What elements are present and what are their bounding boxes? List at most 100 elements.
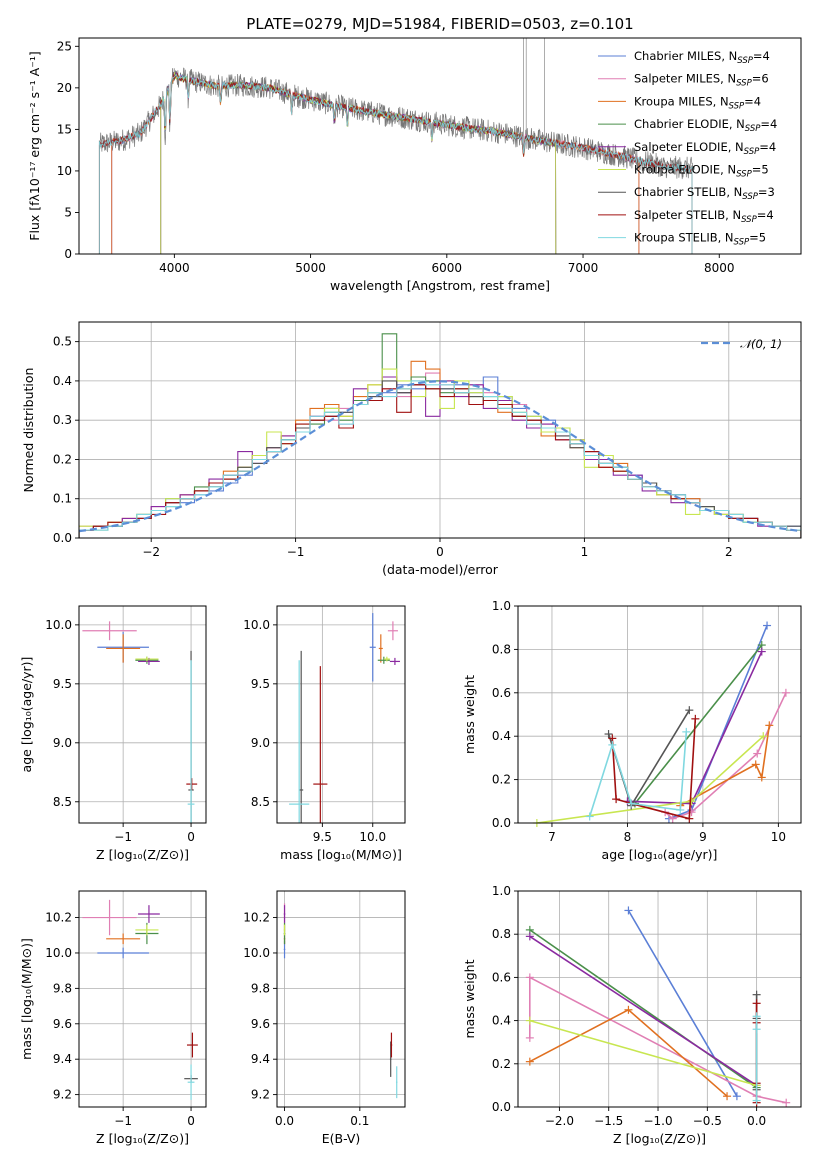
age_weight-marker-kroupa-elodie bbox=[687, 797, 696, 806]
z_weight-ytick-label: 1.0 bbox=[492, 884, 511, 898]
z_weight-frame bbox=[517, 890, 802, 1108]
z_mass-point-chabrier-miles bbox=[97, 947, 149, 959]
legend-label-salpeter-elodie: Salpeter ELODIE, NSSP=4 bbox=[634, 140, 776, 157]
ebv_mass-ytick-label: 9.4 bbox=[251, 1052, 270, 1066]
legend-label-chabrier-stelib: Chabrier STELIB, NSSP=3 bbox=[634, 185, 775, 202]
residuals-xtick-label: 1 bbox=[581, 545, 589, 559]
age_weight-line-chabrier-stelib bbox=[607, 709, 690, 808]
mass_age-xlabel: mass [log₁₀(M/M⊙)] bbox=[280, 847, 402, 862]
ebv_mass-xtick-label: 0.0 bbox=[275, 1114, 294, 1128]
residuals-axes: −2 −1 0 1 2 0.0 0.1 0.2 0.3 0.4 0.5 (data-model)/er… bbox=[21, 322, 801, 577]
z_weight-ytick-label: 0.6 bbox=[492, 970, 511, 984]
age_weight-ytick-label: 0.6 bbox=[492, 686, 511, 700]
ebv_mass-ytick-label: 10.0 bbox=[243, 946, 270, 960]
z_weight-marker-salpeter-stelib bbox=[752, 999, 761, 1008]
z_mass-point-salpeter-miles bbox=[82, 899, 137, 936]
legend-label-kroupa-stelib: Kroupa STELIB, NSSP=5 bbox=[634, 231, 766, 248]
mass_age-point-chabrier-stelib bbox=[299, 650, 304, 823]
z_weight-marker-chabrier-miles bbox=[624, 906, 633, 915]
z_mass-ytick-label: 9.8 bbox=[53, 981, 72, 995]
z_weight-xtick-label: −1.5 bbox=[594, 1114, 623, 1128]
ebv_mass-point-salpeter-stelib bbox=[390, 1032, 393, 1058]
age_weight-marker-kroupa-miles bbox=[757, 773, 766, 782]
model-line-kroupa-miles bbox=[111, 72, 640, 254]
age_weight-marker-kroupa-stelib bbox=[627, 799, 636, 808]
spectrum-legend: Chabrier MILES, NSSP=4 Salpeter MILES, NS… bbox=[598, 49, 777, 248]
legend-label-salpeter-miles: Salpeter MILES, NSSP=6 bbox=[634, 72, 769, 89]
age_weight-xtick-label: 10 bbox=[771, 830, 786, 844]
z_mass-ytick-label: 9.2 bbox=[53, 1088, 72, 1102]
age_weight-ytick-label: 1.0 bbox=[492, 599, 511, 613]
z_age-point-kroupa-stelib bbox=[187, 660, 195, 823]
mass_age-point-kroupa-elodie bbox=[383, 656, 390, 662]
z_weight-marker-kroupa-miles bbox=[624, 1005, 633, 1014]
residuals-xtick-label: −2 bbox=[142, 545, 160, 559]
z_age-ytick-label: 9.0 bbox=[53, 736, 72, 750]
legend-label-salpeter-stelib: Salpeter STELIB, NSSP=4 bbox=[634, 208, 774, 225]
mass_age-ytick-label: 9.5 bbox=[251, 677, 270, 691]
age_weight-xtick-label: 9 bbox=[699, 830, 707, 844]
age_weight-marker-salpeter-stelib bbox=[612, 795, 621, 804]
spectrum-xtick-label: 7000 bbox=[568, 261, 599, 275]
ebv_mass-ytick-label: 9.6 bbox=[251, 1017, 270, 1031]
z_mass-point-kroupa-miles bbox=[106, 933, 141, 945]
age_weight-marker-kroupa-stelib bbox=[608, 740, 617, 749]
age_weight-marker-chabrier-miles bbox=[763, 621, 772, 630]
mass_age-frame bbox=[276, 605, 406, 824]
z_weight-xtick-label: −0.5 bbox=[693, 1114, 722, 1128]
age_weight-marker-salpeter-miles bbox=[668, 814, 677, 823]
mass_age-point-chabrier-miles bbox=[369, 613, 376, 682]
z_weight-marker-salpeter-miles bbox=[782, 1098, 791, 1107]
z_weight-marker-salpeter-miles bbox=[525, 1033, 534, 1042]
age_weight-marker-salpeter-miles bbox=[781, 688, 790, 697]
histogram-salpeter-stelib bbox=[79, 384, 801, 538]
age_weight-line-salpeter-miles bbox=[664, 692, 787, 820]
spectrum-frame bbox=[78, 37, 802, 255]
z_age-point-kroupa-elodie bbox=[135, 656, 159, 662]
z_weight-marker-salpeter-miles bbox=[525, 973, 534, 982]
z_mass-point-salpeter-elodie bbox=[138, 905, 160, 923]
residuals-ytick-label: 0.4 bbox=[53, 374, 72, 388]
age_weight-line-chabrier-elodie bbox=[634, 644, 763, 804]
residuals-ytick-label: 0.0 bbox=[53, 531, 72, 545]
residuals-frame bbox=[78, 321, 802, 539]
z_weight-ytick-label: 0.4 bbox=[492, 1014, 511, 1028]
z_mass-ytick-label: 9.6 bbox=[53, 1017, 72, 1031]
spectrum-axes: 4000 5000 6000 7000 8000 0 5 10 15 20 25 wavelength… bbox=[27, 39, 735, 293]
residuals-ytick-label: 0.5 bbox=[53, 335, 72, 349]
ebv_mass-frame bbox=[276, 890, 406, 1108]
age_weight-xtick-label: 8 bbox=[624, 830, 632, 844]
z_weight-marker-chabrier-stelib bbox=[752, 990, 761, 999]
model-line-chabrier-miles bbox=[111, 73, 640, 254]
age_weight-ytick-label: 0.4 bbox=[492, 729, 511, 743]
z_age-xtick-label: 0 bbox=[187, 830, 195, 844]
mass_age-xtick-label: 10.0 bbox=[359, 830, 386, 844]
z_weight-line-salpeter-miles bbox=[528, 976, 787, 1104]
ebv_mass-point-chabrier-stelib bbox=[389, 1041, 392, 1077]
z_age-ytick-label: 10.0 bbox=[45, 618, 72, 632]
z_mass-ytick-label: 10.0 bbox=[45, 946, 72, 960]
legend-label-normal: 𝒩(0, 1) bbox=[740, 337, 782, 351]
legend-label-chabrier-miles: Chabrier MILES, NSSP=4 bbox=[634, 49, 770, 66]
z_weight-xtick-label: 0.0 bbox=[747, 1114, 766, 1128]
z_weight-xlabel: Z [log₁₀(Z/Z⊙)] bbox=[613, 1131, 706, 1146]
z_weight-xtick-label: −1.0 bbox=[643, 1114, 672, 1128]
mass_age-axes: 9.5 10.0 8.5 9.0 9.5 10.0 mass [log₁₀(M/M⊙)] bbox=[243, 606, 405, 862]
age_weight-marker-kroupa-elodie bbox=[759, 732, 768, 741]
mass_age-xtick-label: 9.5 bbox=[313, 830, 332, 844]
z_age-xtick-label: −1 bbox=[114, 830, 132, 844]
spectrum-ytick-label: 5 bbox=[64, 205, 72, 219]
z_weight-marker-kroupa-miles bbox=[723, 1092, 732, 1101]
age_weight-marker-kroupa-stelib bbox=[682, 727, 691, 736]
spectrum-xtick-label: 5000 bbox=[295, 261, 326, 275]
age_weight-ytick-label: 0.8 bbox=[492, 642, 511, 656]
mass_age-ytick-label: 9.0 bbox=[251, 736, 270, 750]
age_weight-marker-salpeter-elodie bbox=[757, 647, 766, 656]
mass_age-point-salpeter-elodie bbox=[389, 657, 400, 665]
mass_age-ytick-label: 8.5 bbox=[251, 795, 270, 809]
z_weight-line-salpeter-elodie bbox=[529, 935, 758, 1087]
model-line-kroupa-stelib bbox=[98, 73, 693, 254]
ebv_mass-ytick-label: 9.2 bbox=[251, 1088, 270, 1102]
age_weight-frame bbox=[517, 605, 802, 824]
